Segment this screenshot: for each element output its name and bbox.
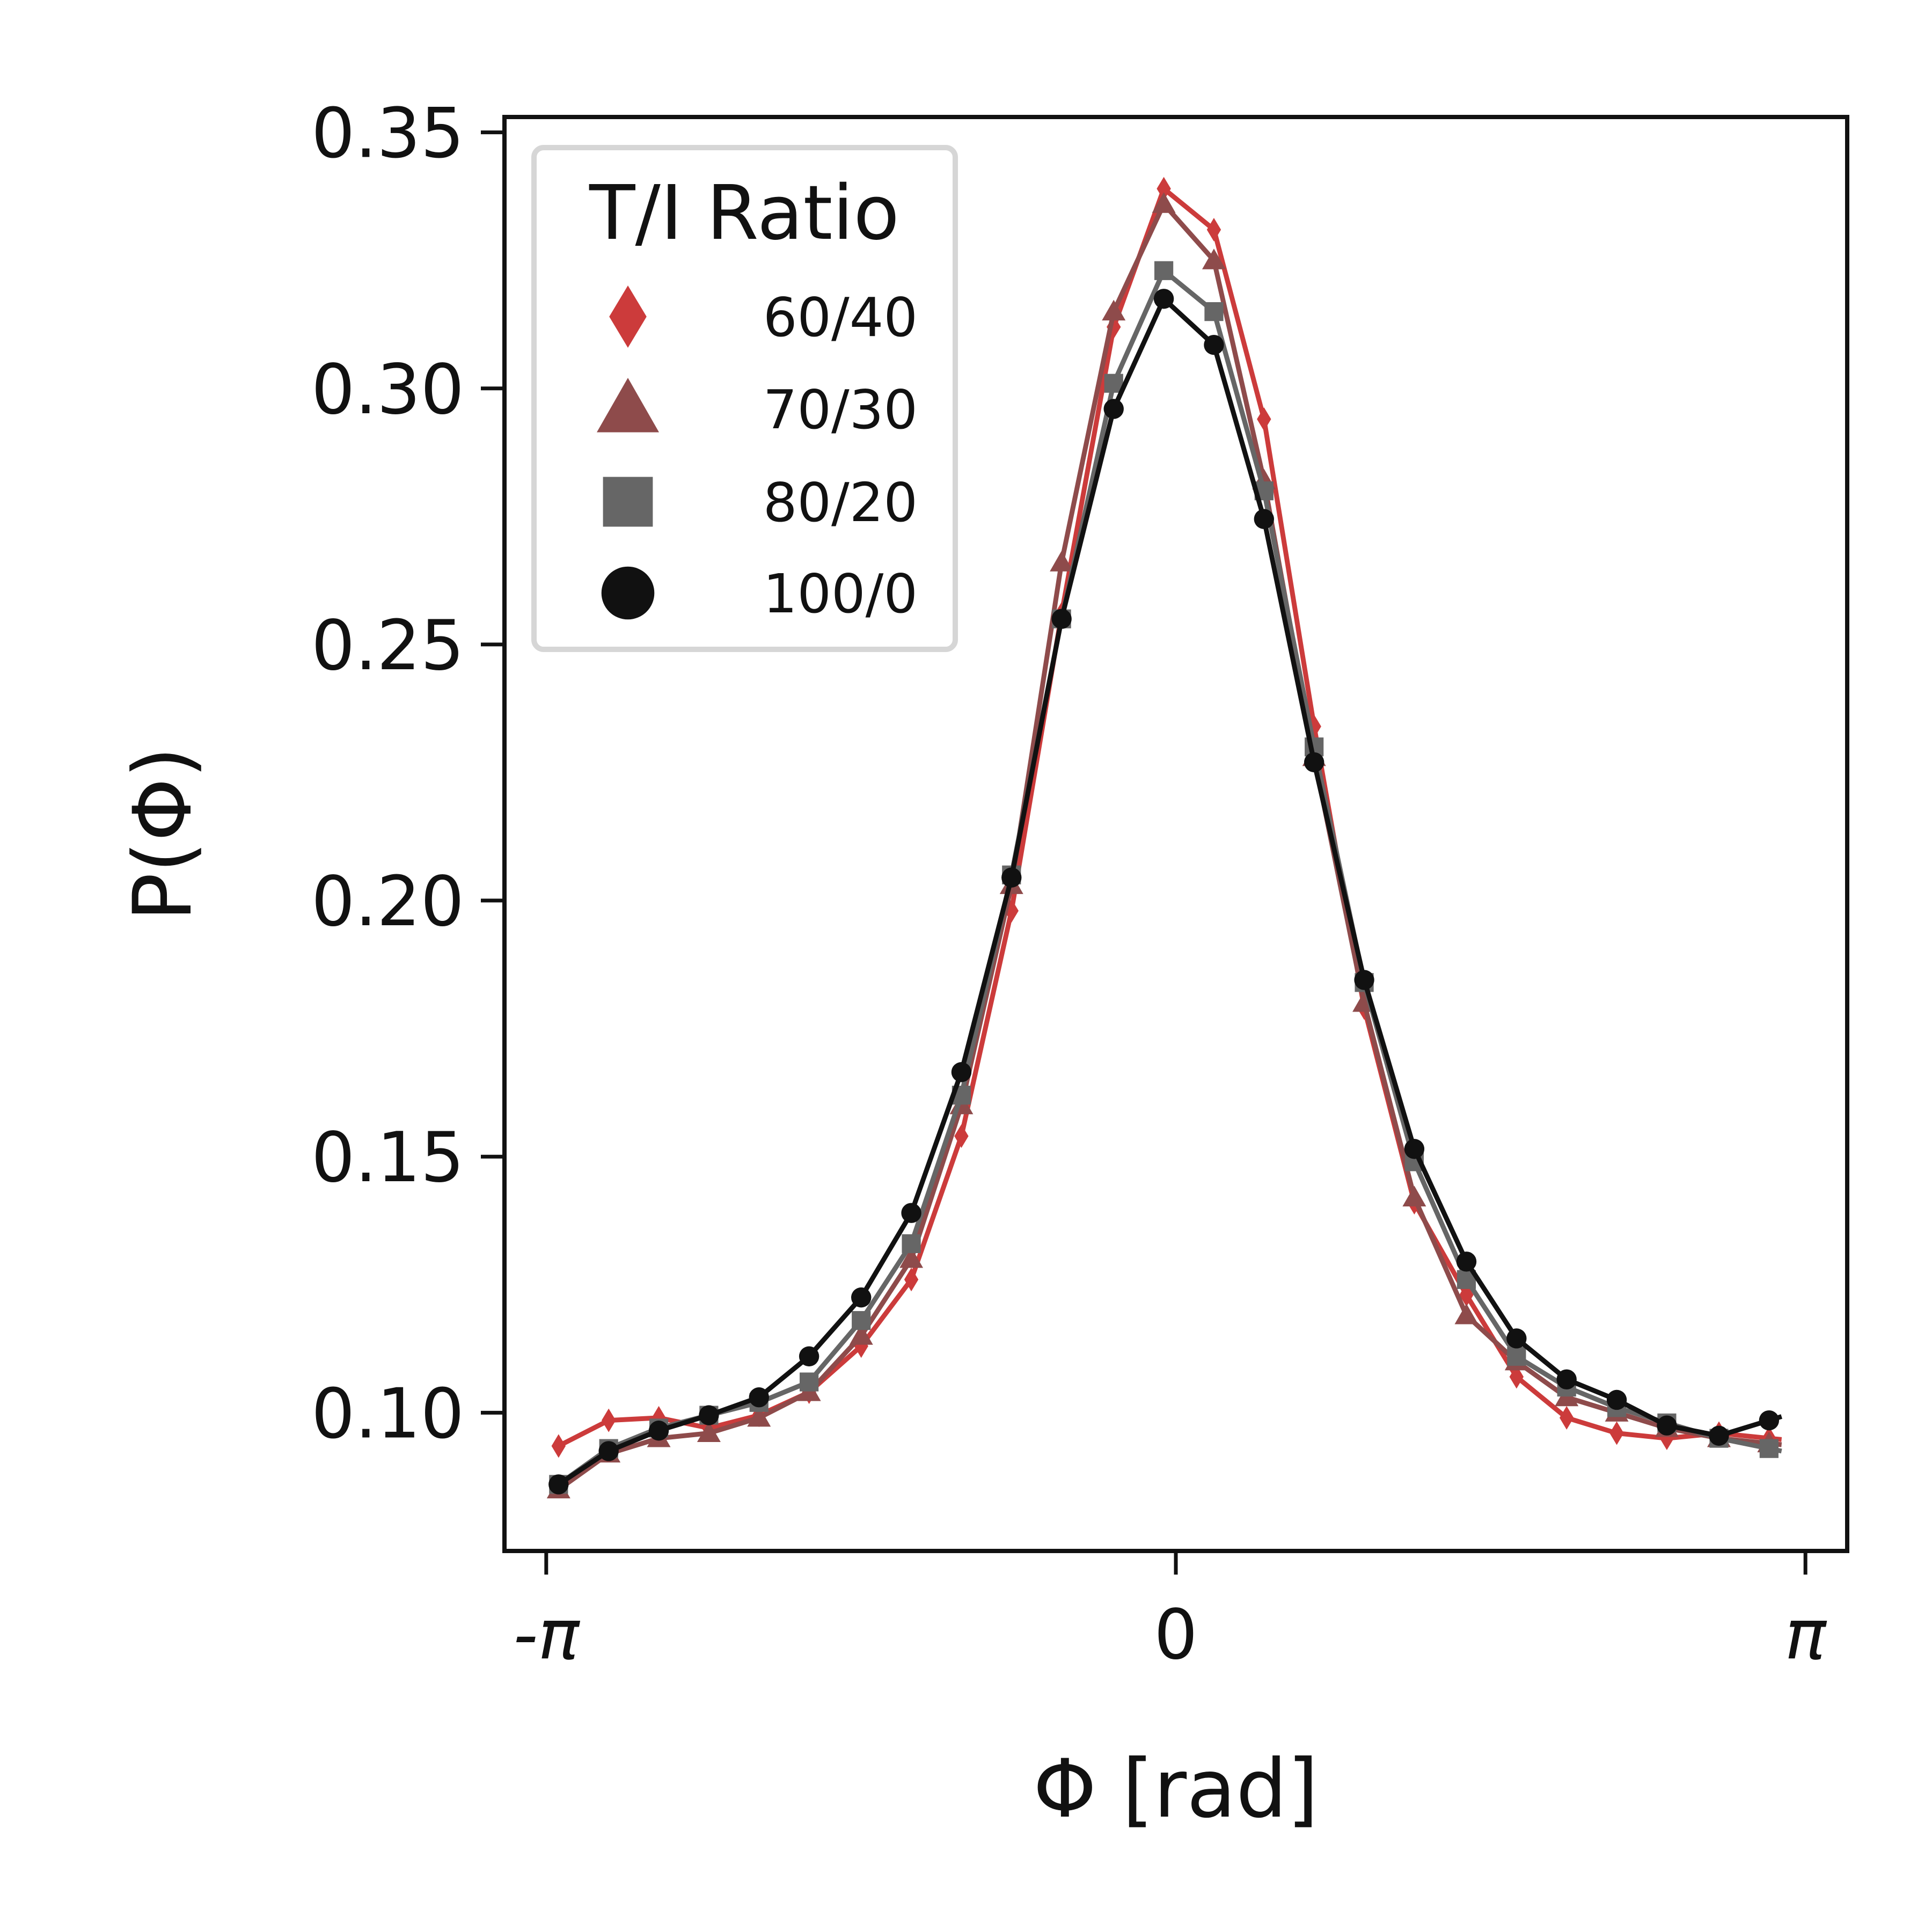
data-point <box>1506 1328 1527 1349</box>
data-point <box>648 1421 669 1441</box>
x-tick-label: π <box>1785 1595 1827 1675</box>
data-point <box>951 1062 972 1082</box>
legend-label: 100/0 <box>763 562 918 625</box>
data-point <box>697 1421 721 1443</box>
data-point <box>1507 1346 1526 1366</box>
y-tick-label: 0.20 <box>311 862 464 942</box>
data-point <box>849 1324 873 1345</box>
x-axis-title: Φ [rad] <box>1033 1743 1319 1836</box>
data-point <box>1157 177 1171 201</box>
data-point <box>1153 289 1174 309</box>
legend-label: 80/20 <box>763 471 918 534</box>
data-point <box>1254 509 1275 529</box>
data-point <box>1051 609 1072 629</box>
data-point <box>1107 315 1121 339</box>
y-tick-label: 0.10 <box>311 1374 464 1454</box>
data-point <box>1204 302 1224 321</box>
data-point <box>799 1346 819 1367</box>
data-point <box>902 1234 921 1254</box>
data-point <box>1759 1410 1780 1431</box>
data-point <box>1556 1369 1577 1390</box>
data-point <box>800 1372 819 1392</box>
data-point <box>1204 334 1224 355</box>
data-point <box>852 1311 871 1330</box>
data-point <box>1657 1415 1677 1436</box>
data-point <box>1001 867 1022 888</box>
legend-entries: 60/40 70/30 80/20 100/0 <box>597 286 918 625</box>
data-point <box>1509 1365 1524 1389</box>
y-tick-label: 0.15 <box>311 1118 464 1198</box>
data-point <box>954 1124 969 1148</box>
x-axis: -π 0 π <box>513 1551 1827 1675</box>
data-point <box>1404 1139 1425 1159</box>
data-point <box>1202 248 1226 269</box>
y-axis: 0.10 0.15 0.20 0.25 0.30 0.35 <box>311 94 504 1454</box>
data-point <box>851 1287 872 1308</box>
data-point <box>548 1474 569 1495</box>
y-tick-label: 0.30 <box>311 350 464 430</box>
data-point <box>1152 192 1176 213</box>
data-point <box>598 1441 619 1461</box>
data-point <box>1154 261 1174 280</box>
data-point <box>901 1203 921 1223</box>
data-point <box>601 1408 616 1432</box>
y-tick-label: 0.35 <box>311 94 464 174</box>
legend-marker-diamond <box>609 286 647 348</box>
legend-label: 60/40 <box>763 286 918 349</box>
y-tick-label: 0.25 <box>311 606 464 686</box>
y-axis-title: P(Φ) <box>116 747 210 921</box>
data-point <box>1103 399 1124 419</box>
legend-label: 70/30 <box>763 378 918 441</box>
legend: T/I Ratio 60/40 70/30 80/20 100/0 <box>531 145 958 652</box>
data-point <box>904 1268 919 1292</box>
data-point <box>551 1434 566 1458</box>
data-point <box>1459 1283 1474 1307</box>
data-point <box>1257 407 1271 431</box>
data-point <box>1206 217 1221 241</box>
series-100-0 <box>548 289 1783 1495</box>
legend-title: T/I Ratio <box>589 170 899 257</box>
data-point <box>1304 752 1324 773</box>
data-point <box>1050 551 1074 572</box>
data-point <box>899 1247 924 1268</box>
series-layer <box>546 177 1783 1498</box>
legend-marker-circle <box>601 566 655 620</box>
data-point <box>1709 1425 1729 1446</box>
x-tick-label: -π <box>513 1595 580 1675</box>
data-point <box>1609 1421 1624 1445</box>
data-point <box>1454 1304 1479 1324</box>
legend-marker-square <box>603 477 653 527</box>
data-point <box>1759 1439 1779 1458</box>
data-point <box>1354 970 1374 990</box>
data-point <box>747 1406 771 1427</box>
data-point <box>1606 1389 1627 1410</box>
x-tick-label: 0 <box>1154 1595 1197 1675</box>
data-point <box>1102 299 1126 321</box>
legend-marker-triangle <box>597 378 659 433</box>
data-point <box>749 1387 769 1408</box>
data-point <box>1456 1252 1477 1272</box>
data-point <box>699 1405 719 1425</box>
data-point <box>1559 1406 1574 1430</box>
data-point <box>1402 1185 1426 1207</box>
